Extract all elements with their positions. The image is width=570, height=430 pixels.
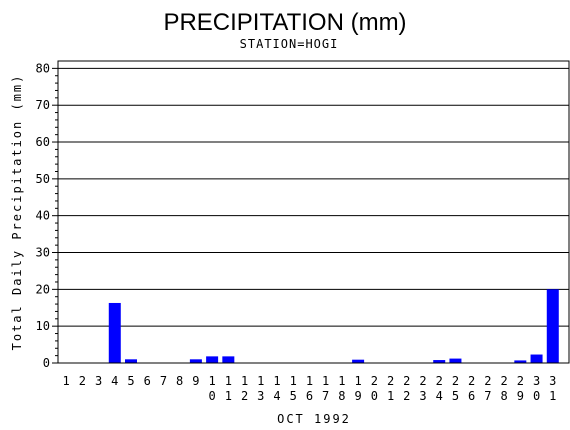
x-tick-label: 5 [127, 374, 134, 388]
bar [125, 359, 137, 363]
y-tick-label: 10 [36, 319, 50, 333]
x-axis-label: OCT 1992 [277, 412, 351, 426]
bar [108, 302, 121, 363]
chart-title: PRECIPITATION (mm) [163, 9, 406, 36]
y-tick-label: 70 [36, 98, 50, 112]
y-axis-label: Total Daily Precipitation (mm) [10, 74, 24, 351]
bar [449, 358, 462, 363]
bar [206, 356, 219, 363]
gridlines [58, 67, 569, 327]
plot-frame [57, 60, 570, 364]
x-axis: 1 2 3 4 5 6 7 8 9 1 01 11 21 31 41 51 61 71 81 92 02 12 22 32 42… [62, 374, 556, 403]
bar [530, 354, 543, 363]
bar [433, 360, 446, 363]
y-tick-label: 0 [43, 356, 50, 370]
y-tick-label: 60 [36, 135, 50, 149]
x-tick-label: 2 [79, 374, 86, 388]
bar [546, 289, 559, 363]
y-tick-label: 40 [36, 209, 50, 223]
x-tick-label: 8 [176, 374, 183, 388]
bars [108, 289, 559, 363]
bar [189, 359, 202, 363]
x-tick-label: 9 [192, 374, 199, 388]
y-tick-label: 30 [36, 246, 50, 260]
bar [352, 359, 365, 363]
x-tick-label: 3 [95, 374, 102, 388]
x-tick-label: 1 [62, 374, 69, 388]
y-tick-label: 20 [36, 282, 50, 296]
bar [514, 360, 527, 363]
y-axis: 0 10 20 30 40 50 60 70 80 [36, 61, 58, 370]
x-tick-label: 4 [111, 374, 118, 388]
y-tick-label: 80 [36, 61, 50, 75]
bar [222, 356, 235, 363]
y-tick-label: 50 [36, 172, 50, 186]
chart-subtitle: STATION=HOGI [240, 37, 339, 51]
x-tick-label: 6 [144, 374, 151, 388]
x-tick-label: 7 [160, 374, 167, 388]
